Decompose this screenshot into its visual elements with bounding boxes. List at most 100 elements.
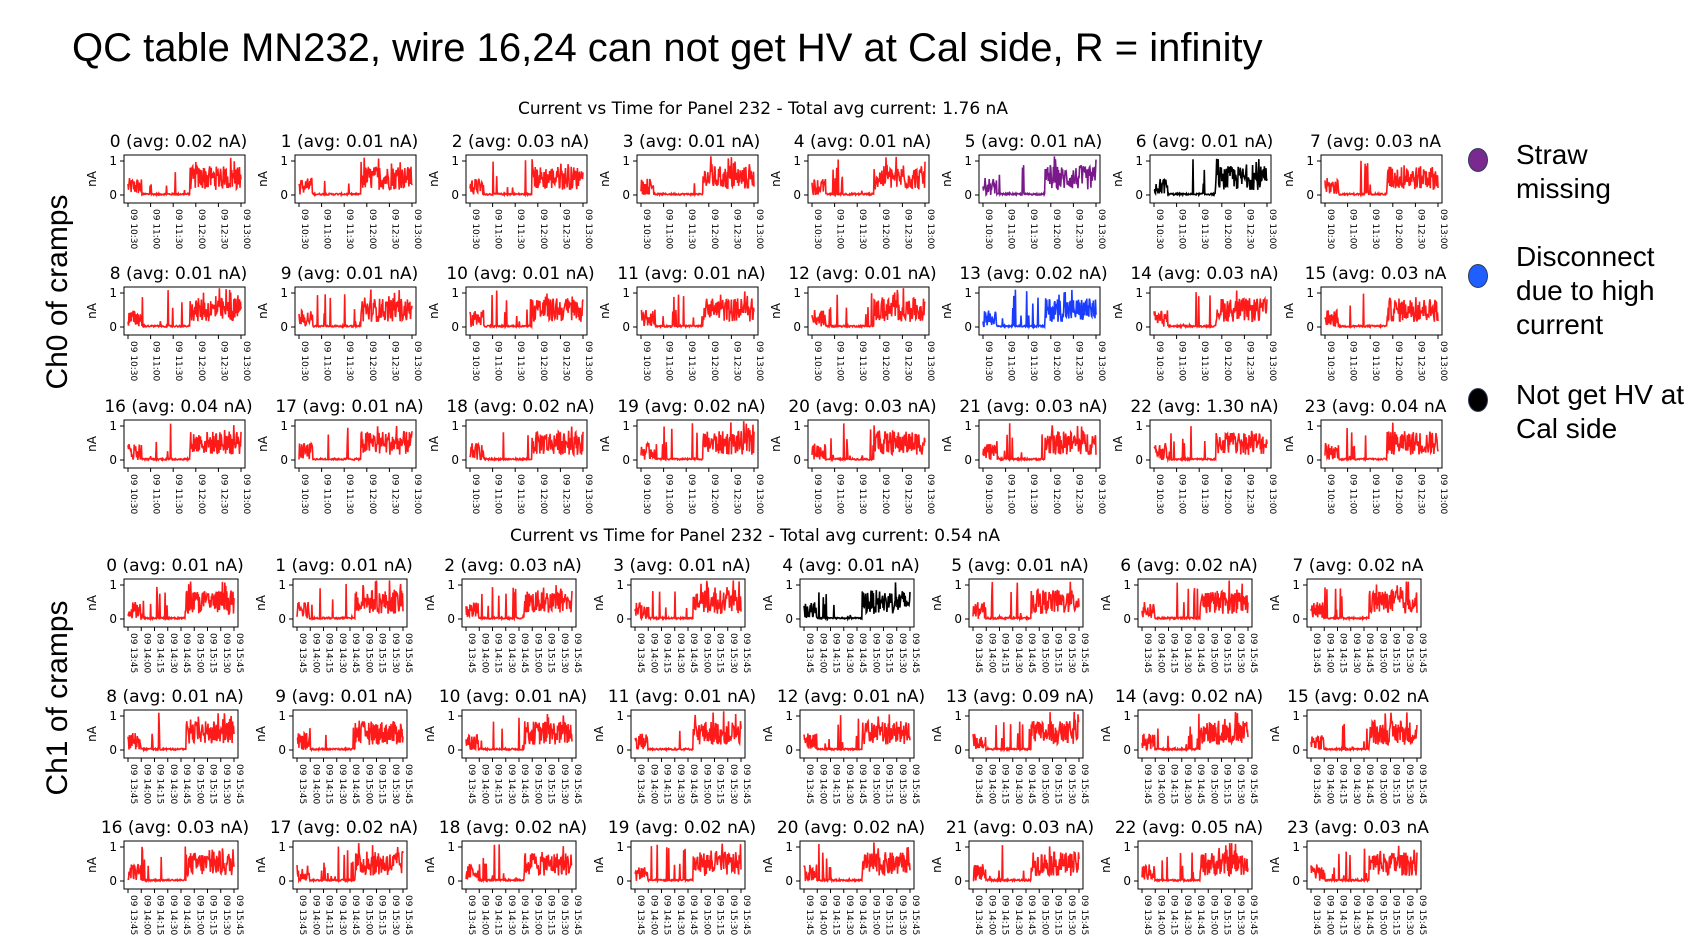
x-tick-label: 09 14:15 [1000,764,1010,804]
x-tick-label: 09 14:15 [1338,764,1348,804]
subplot-title: 17 (avg: 0.01 nA) [275,397,423,417]
data-line [982,289,1097,330]
x-tick-label: 09 13:45 [1311,633,1321,673]
y-tick-label: 0 [785,874,793,888]
x-tick-label: 09 14:45 [688,895,698,935]
subplot-1-5: 5 (avg: 0.01 nA) 1 0 nA 09 13:45 09 14:00 09 1… [930,556,1089,674]
x-tick-label: 09 14:15 [662,633,672,673]
x-tick-label: 09 14:00 [141,895,151,936]
y-axis-label: nA [1111,435,1125,452]
data-line [298,289,413,330]
x-tick-label: 09 14:45 [519,764,529,804]
x-tick-label: 09 15:30 [1404,764,1414,805]
x-tick-label: 09 13:45 [973,633,983,673]
x-tick-label: 09 11:00 [493,341,503,382]
x-tick-label: 09 12:30 [902,209,912,250]
x-tick-label: 09 13:00 [412,341,422,382]
x-tick-label: 09 11:30 [1199,341,1209,382]
x-tick-label: 09 11:30 [173,474,183,515]
y-tick-label: 0 [1135,453,1143,467]
subplot-0-6: 6 (avg: 0.01 nA) 1 0 nA 09 10:30 09 11:00 09 1… [1111,132,1277,250]
legend-text-line: missing [1516,173,1611,204]
x-tick-label: 09 14:30 [1182,895,1192,936]
y-tick-label: 1 [451,154,459,168]
x-tick-label: 09 14:00 [310,764,320,805]
x-tick-label: 09 13:45 [635,895,645,935]
data-line [803,582,911,622]
x-tick-label: 09 12:30 [560,474,570,515]
x-tick-label: 09 15:00 [363,764,373,805]
x-tick-label: 09 11:30 [173,341,183,382]
subplot-title: 19 (avg: 0.02 nA) [617,397,765,417]
x-tick-label: 09 14:45 [350,764,360,804]
y-tick-label: 0 [1306,453,1314,467]
y-tick-label: 0 [622,320,630,334]
x-tick-label: 09 14:00 [479,895,489,936]
plot-frame [1320,154,1443,204]
x-tick-label: 09 14:45 [688,633,698,673]
y-axis-label: nA [1099,594,1113,611]
x-tick-label: 09 14:30 [1013,633,1023,674]
subplot-1-11: 11 (avg: 0.01 nA) 1 0 nA 09 13:45 09 14:00 09 … [592,687,756,805]
x-tick-label: 09 15:00 [1208,895,1218,936]
data-line [127,712,235,753]
y-axis-label: nA [1282,302,1296,319]
x-tick-label: 09 14:00 [648,764,658,805]
subplot-1-16: 16 (avg: 0.03 nA) 1 0 nA 09 13:45 09 14:00 09 … [85,818,249,936]
plot-frame [123,419,246,469]
x-tick-label: 09 10:30 [299,474,309,515]
plot-frame [1320,286,1443,336]
plot-frame [807,419,930,469]
subplot-title: 11 (avg: 0.01 nA) [608,687,756,707]
x-tick-label: 09 15:30 [390,764,400,805]
subplot-title: 4 (avg: 0.01 nA) [782,556,920,576]
y-axis-label: nA [1282,435,1296,452]
subplot-title: 0 (avg: 0.01 nA) [106,556,244,576]
x-tick-label: 09 13:45 [973,895,983,935]
y-axis-label: nA [1111,170,1125,187]
subplot-title: 1 (avg: 0.01 nA) [275,556,413,576]
data-line [127,846,235,884]
subplot-title: 6 (avg: 0.02 nA) [1120,556,1258,576]
x-tick-label: 09 15:45 [910,895,920,935]
x-tick-label: 09 10:30 [470,209,480,250]
x-tick-label: 09 13:45 [466,895,476,935]
y-tick-label: 1 [278,578,286,592]
subplot-0-7: 7 (avg: 0.03 nA 1 0 nA 09 10:30 09 11:00 09 11… [1282,132,1448,250]
x-tick-label: 09 15:45 [234,633,244,673]
x-tick-label: 09 14:45 [350,895,360,935]
x-tick-label: 09 14:30 [675,633,685,674]
y-tick-label: 0 [447,743,455,757]
subplot-1-3: 3 (avg: 0.01 nA) 1 0 nA 09 13:45 09 14:00 09 1… [592,556,751,674]
x-tick-label: 09 15:15 [377,895,387,935]
subplot-0-10: 10 (avg: 0.01 nA) 1 0 nA 09 10:30 09 11:00 09 … [427,264,595,382]
subplot-1-18: 18 (avg: 0.02 nA) 1 0 nA 09 13:45 09 14:00 09 … [423,818,587,936]
x-tick-label: 09 14:00 [817,764,827,805]
x-tick-label: 09 12:30 [1244,209,1254,250]
x-tick-label: 09 13:00 [412,474,422,515]
y-axis-label: nA [254,725,268,742]
y-axis-label: nA [930,856,944,873]
data-line [465,713,573,752]
y-tick-label: 1 [1135,286,1143,300]
x-tick-label: 09 11:30 [857,341,867,382]
x-tick-label: 09 14:30 [1351,895,1361,936]
legend-text-line: Disconnect [1516,241,1655,272]
data-line [972,845,1080,884]
x-tick-label: 09 14:30 [675,764,685,805]
x-tick-label: 09 10:30 [983,341,993,382]
x-tick-label: 09 13:00 [754,341,764,382]
legend-text-line: Straw [1516,139,1588,170]
y-axis-label: nA [598,435,612,452]
y-axis-label: nA [427,302,441,319]
panel-title-ch1: Current vs Time for Panel 232 - Total av… [510,526,1000,546]
x-tick-label: 09 10:30 [128,474,138,515]
subplot-0-11: 11 (avg: 0.01 nA) 1 0 nA 09 10:30 09 11:00 09 … [598,264,766,382]
subplot-title: 23 (avg: 0.04 nA [1305,397,1447,417]
x-tick-label: 09 15:00 [532,764,542,805]
x-tick-label: 09 12:00 [367,474,377,515]
legend-marker-black [1468,388,1488,412]
x-tick-label: 09 15:15 [1222,764,1232,804]
subplot-0-1: 1 (avg: 0.01 nA) 1 0 nA 09 10:30 09 11:00 09 1… [256,132,422,250]
data-line [640,421,755,462]
